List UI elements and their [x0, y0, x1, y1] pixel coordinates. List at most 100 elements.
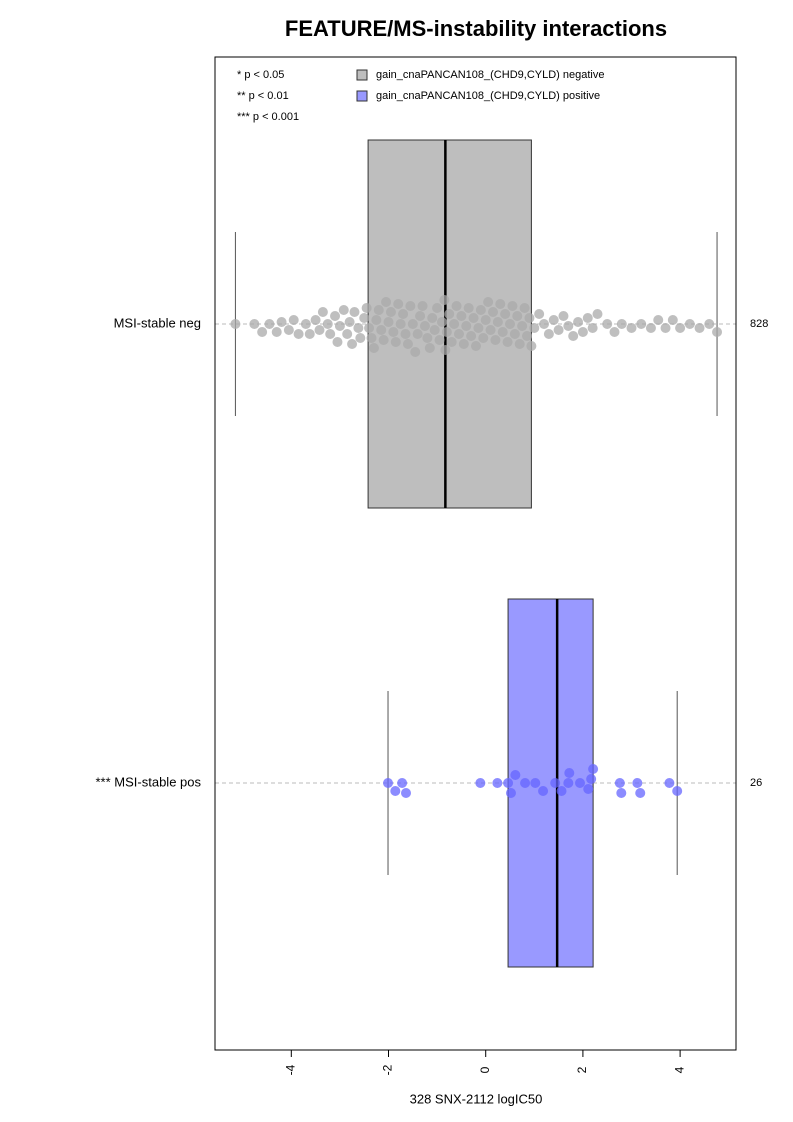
data-point	[397, 778, 408, 788]
data-point	[483, 297, 494, 307]
data-point	[376, 325, 387, 335]
data-point	[509, 329, 520, 339]
data-point	[422, 333, 433, 343]
data-point	[487, 307, 498, 317]
data-point	[573, 317, 584, 327]
data-point	[492, 317, 503, 327]
data-point	[694, 323, 705, 333]
data-point	[556, 786, 567, 796]
data-point	[381, 297, 392, 307]
data-point	[514, 339, 525, 349]
data-point	[558, 311, 569, 321]
data-point	[314, 325, 325, 335]
data-point	[468, 313, 479, 323]
data-point	[451, 301, 462, 311]
data-point	[672, 786, 683, 796]
data-point	[505, 788, 516, 798]
significance-note: ** p < 0.01	[237, 90, 289, 102]
data-point	[543, 329, 554, 339]
data-point	[361, 303, 372, 313]
data-point	[230, 319, 241, 329]
data-point	[304, 329, 315, 339]
data-point	[550, 778, 561, 788]
data-point	[473, 323, 484, 333]
data-point	[288, 315, 299, 325]
data-point	[276, 317, 287, 327]
data-point	[582, 313, 593, 323]
data-point	[548, 315, 559, 325]
data-point	[332, 337, 343, 347]
data-point	[427, 313, 438, 323]
data-point	[505, 319, 516, 329]
data-point	[475, 305, 486, 315]
data-point	[419, 321, 430, 331]
data-point	[704, 319, 715, 329]
data-point	[495, 299, 506, 309]
data-point	[568, 331, 579, 341]
data-point	[577, 327, 588, 337]
data-point	[524, 313, 535, 323]
data-point	[538, 786, 549, 796]
data-point	[293, 329, 304, 339]
data-point	[249, 319, 260, 329]
data-point	[461, 321, 472, 331]
y-tick-label: *** MSI-stable pos	[96, 774, 202, 789]
data-point	[458, 339, 469, 349]
data-point	[530, 778, 541, 788]
x-axis-title: 328 SNX-2112 logIC50	[410, 1091, 543, 1106]
data-point	[415, 311, 426, 321]
data-point	[583, 784, 594, 794]
data-point	[664, 778, 675, 788]
x-tick-label: 4	[672, 1066, 686, 1073]
data-point	[632, 778, 643, 788]
data-point	[378, 335, 389, 345]
data-point	[616, 319, 627, 329]
data-point	[390, 337, 401, 347]
data-point	[412, 329, 423, 339]
data-point	[283, 325, 294, 335]
data-point	[502, 337, 513, 347]
data-point	[636, 319, 647, 329]
data-point	[635, 788, 646, 798]
data-point	[300, 319, 311, 329]
data-point	[529, 323, 540, 333]
data-point	[385, 307, 396, 317]
data-point	[563, 321, 574, 331]
data-point	[383, 317, 394, 327]
data-point	[402, 339, 413, 349]
data-point	[497, 327, 508, 337]
data-point	[626, 323, 637, 333]
data-point	[520, 778, 531, 788]
data-point	[470, 341, 481, 351]
data-point	[667, 315, 678, 325]
data-point	[368, 343, 379, 353]
data-point	[485, 325, 496, 335]
data-point	[347, 339, 358, 349]
data-point	[395, 319, 406, 329]
data-point	[330, 311, 341, 321]
data-point	[645, 323, 656, 333]
data-point	[517, 321, 528, 331]
data-point	[539, 319, 550, 329]
data-point	[588, 764, 599, 774]
data-point	[480, 315, 491, 325]
data-point	[388, 327, 399, 337]
data-point	[660, 323, 671, 333]
data-point	[684, 319, 695, 329]
data-point	[325, 329, 336, 339]
data-point	[449, 319, 460, 329]
data-point	[519, 303, 530, 313]
data-point	[510, 770, 521, 780]
data-point	[310, 315, 321, 325]
data-point	[257, 327, 268, 337]
x-tick-label: 0	[478, 1066, 492, 1073]
legend-label: gain_cnaPANCAN108_(CHD9,CYLD) positive	[376, 90, 600, 102]
legend-swatch	[356, 90, 368, 102]
data-point	[616, 788, 627, 798]
data-point	[322, 319, 333, 329]
data-point	[563, 778, 574, 788]
data-point	[405, 301, 416, 311]
data-point	[463, 303, 474, 313]
data-point	[410, 347, 421, 357]
x-tick-label: 2	[575, 1066, 589, 1073]
